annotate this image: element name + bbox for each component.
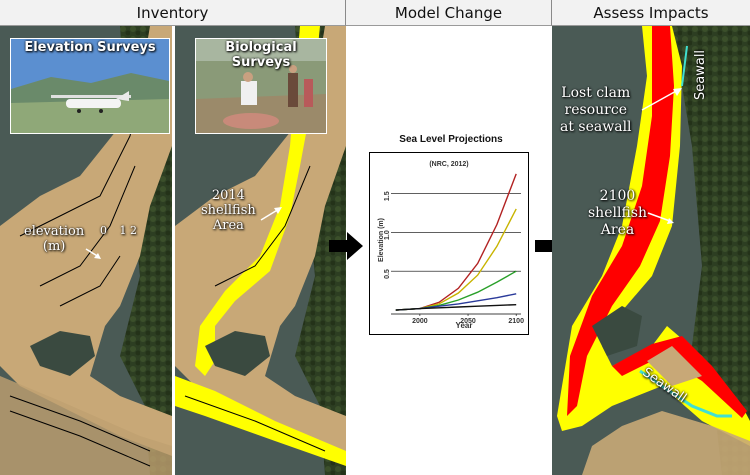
seawall-line-top xyxy=(681,45,688,87)
x-tick-label: 2050 xyxy=(460,318,476,325)
lost-clam-line-1: Lost clam xyxy=(561,85,631,101)
airplane-icon xyxy=(51,91,131,113)
y-tick-label: 1.5 xyxy=(384,191,391,201)
lost-clam-label: Lost clam resource at seawall xyxy=(560,85,632,136)
contour-value-1: 1 xyxy=(119,224,127,237)
elevation-title: elevation xyxy=(24,224,85,239)
shellfish-2100-label: 2100 shellfish Area xyxy=(588,188,647,239)
chart-x-axis-label: Year xyxy=(456,321,473,330)
elevation-surveys-label: Elevation Surveys xyxy=(24,40,156,55)
seawall-label-top: Seawall xyxy=(693,49,708,100)
flow-arrow-to-model xyxy=(329,232,363,260)
impacts-2100-panel: Lost clam resource at seawall 2100 shell… xyxy=(552,26,750,475)
chart-subtitle: (NRC, 2012) xyxy=(429,161,468,168)
elevation-contour-values: 0 1 2 xyxy=(100,223,137,238)
header-assess-impacts: Assess Impacts xyxy=(552,0,750,26)
shellfish-2014-pointer-arrow xyxy=(260,207,282,221)
shellfish-2100-word: shellfish xyxy=(588,205,647,221)
biological-surveys-label: Biological Surveys xyxy=(225,40,297,70)
elevation-pointer-arrow xyxy=(85,248,101,259)
header-inventory: Inventory xyxy=(0,0,346,26)
chart-y-ticks: 0.5 1.0 1.5 xyxy=(384,191,391,279)
contour-value-0: 0 xyxy=(100,224,107,237)
chart-y-axis-label: Elevation (m) xyxy=(378,218,385,262)
shellfish-2014-area: Area xyxy=(212,218,244,233)
elevation-surveys-photo: Elevation Surveys xyxy=(10,38,170,134)
airplane-photo-image xyxy=(11,39,169,133)
shellfish-2100-pointer-arrow xyxy=(647,212,674,224)
elevation-unit: (m) xyxy=(42,239,66,254)
chart-title: Sea Level Projections xyxy=(399,134,503,145)
lost-clam-pointer-arrow xyxy=(641,88,682,111)
shellfish-2100-area: Area xyxy=(600,222,635,238)
elevation-label: elevation (m) xyxy=(24,224,84,254)
shellfish-2014-label: 2014 shellfish Area xyxy=(201,188,256,233)
x-tick-label: 2000 xyxy=(412,318,428,325)
elevation-map-panel: Elevation Surveys elevation (m) 0 1 2 xyxy=(0,26,172,475)
biological-surveys-photo: Biological Surveys xyxy=(195,38,327,134)
sea-level-chart: (NRC, 2012) 0.5 1.0 1.5 2000 2050 2100 Eleva… xyxy=(369,152,529,335)
shellfish-2014-panel: Biological Surveys 2014 shellfish Area xyxy=(173,26,346,475)
shellfish-2014-year: 2014 xyxy=(211,188,245,203)
shellfish-2014-word: shellfish xyxy=(201,203,256,218)
seawall-line-bottom xyxy=(639,369,732,418)
field-workers-photo-image xyxy=(196,39,326,133)
shellfish-2100-year: 2100 xyxy=(599,188,636,204)
series-line-4 xyxy=(395,304,517,311)
header-model-change: Model Change xyxy=(346,0,552,26)
contour-value-2: 2 xyxy=(130,224,137,237)
y-tick-label: 0.5 xyxy=(384,269,391,279)
impacts-2100-map xyxy=(552,26,750,475)
lost-clam-line-2: resource xyxy=(564,102,627,118)
x-tick-label: 2100 xyxy=(508,318,524,325)
chart-x-ticks: 2000 2050 2100 xyxy=(391,313,524,325)
y-tick-label: 1.0 xyxy=(384,230,391,240)
chart-series xyxy=(395,173,517,311)
lost-clam-line-3: at seawall xyxy=(560,119,632,135)
chart-gridlines xyxy=(391,193,521,272)
